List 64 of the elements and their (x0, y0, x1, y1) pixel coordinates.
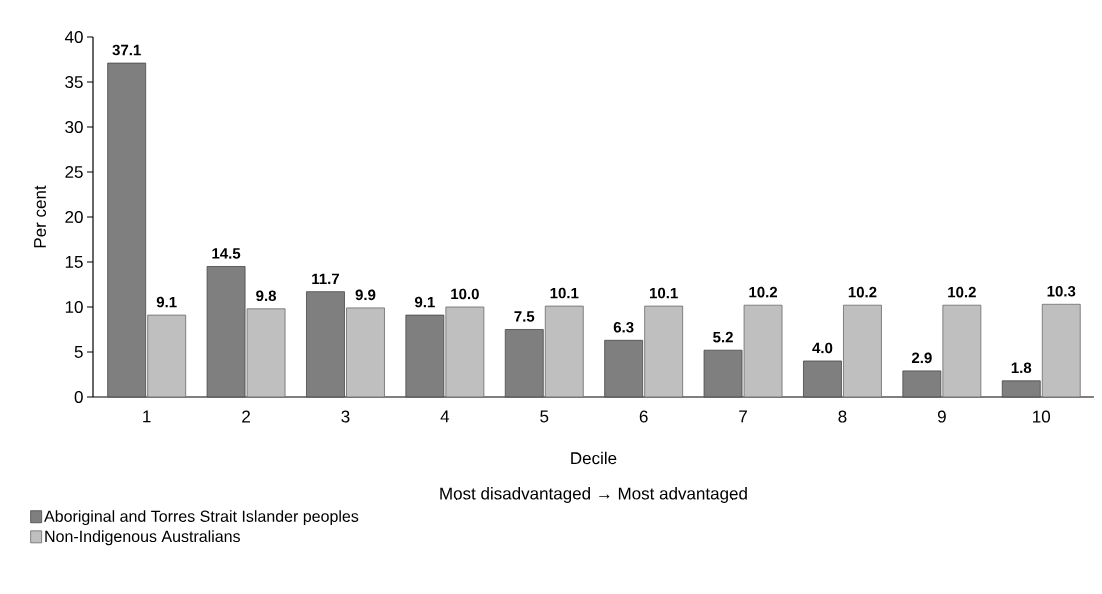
y-tick-label: 30 (65, 120, 83, 134)
legend-label: Aboriginal and Torres Strait Islander peoples (44, 510, 359, 526)
y-tick-label: 10 (65, 300, 83, 314)
y-tick-label: 15 (65, 256, 83, 268)
data-label: 10.2 (749, 286, 778, 298)
y-tick-label: 0 (74, 390, 83, 404)
bar (445, 306, 485, 398)
bar (147, 314, 187, 398)
x-tick-label: 3 (341, 410, 350, 423)
bar (1001, 380, 1041, 398)
x-tick-label: 5 (540, 410, 549, 423)
y-tick-label: 35 (65, 75, 83, 89)
x-tick-label: 9 (937, 410, 946, 423)
data-label: 9.8 (256, 290, 277, 302)
data-label: 37.1 (112, 44, 141, 56)
y-tick-label: 20 (65, 210, 83, 224)
bar (206, 266, 246, 398)
x-tick-label: 2 (242, 410, 250, 423)
bar (1041, 303, 1081, 398)
data-label: 10.2 (848, 286, 877, 298)
bar (107, 62, 147, 398)
data-label: 4.0 (812, 342, 833, 354)
bar (306, 291, 345, 398)
data-label: 14.5 (212, 248, 241, 259)
x-tick-label: 7 (739, 410, 747, 423)
bar (405, 314, 445, 398)
data-label: 11.7 (312, 273, 339, 284)
x-tick-label: 8 (838, 410, 847, 423)
data-label: 5.2 (713, 331, 733, 343)
bar (902, 370, 942, 398)
x-tick-label: 1 (143, 410, 151, 423)
bar (803, 360, 842, 398)
bar (246, 308, 286, 398)
bar (743, 304, 783, 398)
bar (644, 305, 684, 398)
data-label: 9.1 (156, 296, 177, 308)
legend-label: Non-Indigenous Australians (45, 530, 240, 546)
bar (942, 304, 982, 398)
y-tick-label: 40 (64, 30, 83, 44)
data-label: 10.2 (948, 286, 976, 298)
data-label: 9.1 (414, 296, 435, 308)
data-label: 10.1 (550, 287, 579, 299)
x-axis-title: Decile (571, 451, 617, 465)
x-tick-label: 4 (440, 410, 450, 423)
data-label: 1.8 (1011, 362, 1032, 374)
data-label: 10.3 (1047, 285, 1076, 297)
data-label: 10.0 (451, 288, 479, 300)
bar (346, 307, 385, 398)
bar (604, 339, 644, 398)
data-label: 7.5 (514, 311, 535, 322)
bar (843, 304, 882, 398)
y-tick-label: 5 (74, 346, 83, 358)
data-label: 9.9 (355, 289, 376, 301)
data-label: 6.3 (613, 321, 634, 333)
x-tick-label: 6 (639, 410, 648, 423)
data-label: 2.9 (911, 352, 932, 364)
bar (544, 305, 584, 398)
bar (703, 349, 743, 398)
x-tick-label: 10 (1033, 410, 1051, 423)
y-tick-label: 25 (65, 165, 83, 179)
bar (504, 329, 544, 398)
data-label: 10.1 (650, 287, 678, 299)
y-axis-title: Per cent (34, 185, 46, 248)
text: Most disadvantaged → Most advantaged (440, 487, 747, 503)
